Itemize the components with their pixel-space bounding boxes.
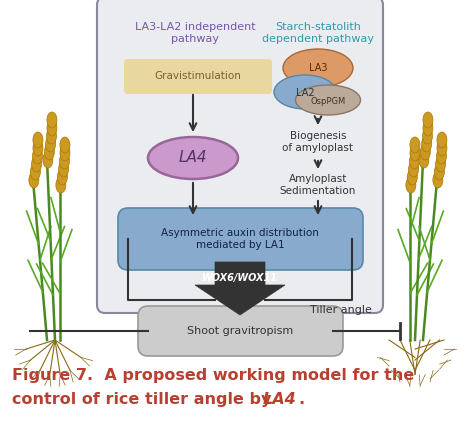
- FancyBboxPatch shape: [124, 59, 272, 94]
- Text: LA3: LA3: [309, 63, 327, 73]
- FancyBboxPatch shape: [118, 208, 363, 270]
- Ellipse shape: [423, 128, 432, 144]
- Ellipse shape: [283, 49, 353, 87]
- Ellipse shape: [44, 144, 54, 160]
- Text: Tiller angle: Tiller angle: [310, 305, 372, 315]
- Ellipse shape: [422, 136, 432, 152]
- Text: .: .: [298, 392, 304, 407]
- Ellipse shape: [407, 169, 417, 185]
- Ellipse shape: [47, 120, 57, 136]
- Ellipse shape: [47, 112, 57, 128]
- Ellipse shape: [410, 153, 419, 169]
- Ellipse shape: [296, 85, 361, 115]
- Ellipse shape: [57, 169, 67, 185]
- Ellipse shape: [434, 164, 444, 180]
- Ellipse shape: [33, 148, 42, 164]
- Polygon shape: [195, 262, 285, 315]
- Ellipse shape: [59, 153, 70, 169]
- Text: LA3-LA2 independent
pathway: LA3-LA2 independent pathway: [134, 22, 255, 43]
- Ellipse shape: [406, 177, 416, 193]
- Ellipse shape: [410, 137, 420, 153]
- Ellipse shape: [33, 140, 43, 156]
- Ellipse shape: [410, 145, 420, 161]
- Ellipse shape: [436, 156, 446, 172]
- Text: Gravistimulation: Gravistimulation: [155, 71, 241, 81]
- Ellipse shape: [420, 144, 431, 160]
- Text: Figure 7.  A proposed working model for the: Figure 7. A proposed working model for t…: [12, 368, 414, 383]
- Ellipse shape: [419, 152, 429, 168]
- Ellipse shape: [33, 132, 43, 148]
- Text: Asymmetric auxin distribution
mediated by LA1: Asymmetric auxin distribution mediated b…: [161, 228, 319, 250]
- Text: control of rice tiller angle by: control of rice tiller angle by: [12, 392, 277, 407]
- Ellipse shape: [423, 112, 433, 128]
- Text: LA2: LA2: [296, 88, 314, 98]
- Text: Amyloplast
Sedimentation: Amyloplast Sedimentation: [280, 174, 356, 196]
- Ellipse shape: [32, 156, 42, 172]
- Ellipse shape: [409, 161, 418, 177]
- Text: LA4: LA4: [179, 151, 207, 166]
- Ellipse shape: [30, 164, 40, 180]
- Ellipse shape: [148, 137, 238, 179]
- Ellipse shape: [47, 128, 57, 144]
- Ellipse shape: [433, 172, 443, 188]
- Ellipse shape: [60, 137, 70, 153]
- Text: WOX6/WOX11: WOX6/WOX11: [202, 273, 278, 283]
- Ellipse shape: [43, 152, 53, 168]
- Text: Shoot gravitropism: Shoot gravitropism: [187, 326, 293, 336]
- Ellipse shape: [56, 177, 66, 193]
- FancyBboxPatch shape: [138, 306, 343, 356]
- Ellipse shape: [274, 75, 336, 109]
- Text: OspPGM: OspPGM: [311, 97, 346, 105]
- Text: Starch-statolith
dependent pathway: Starch-statolith dependent pathway: [262, 22, 374, 43]
- Ellipse shape: [437, 132, 447, 148]
- FancyBboxPatch shape: [97, 0, 383, 313]
- Ellipse shape: [423, 120, 433, 136]
- Ellipse shape: [29, 172, 39, 188]
- Ellipse shape: [58, 161, 69, 177]
- Text: Biogenesis
of amyloplast: Biogenesis of amyloplast: [283, 131, 354, 153]
- Ellipse shape: [60, 145, 70, 161]
- Ellipse shape: [437, 140, 447, 156]
- Ellipse shape: [437, 148, 446, 164]
- Ellipse shape: [46, 136, 56, 152]
- Text: LA4: LA4: [263, 392, 297, 407]
